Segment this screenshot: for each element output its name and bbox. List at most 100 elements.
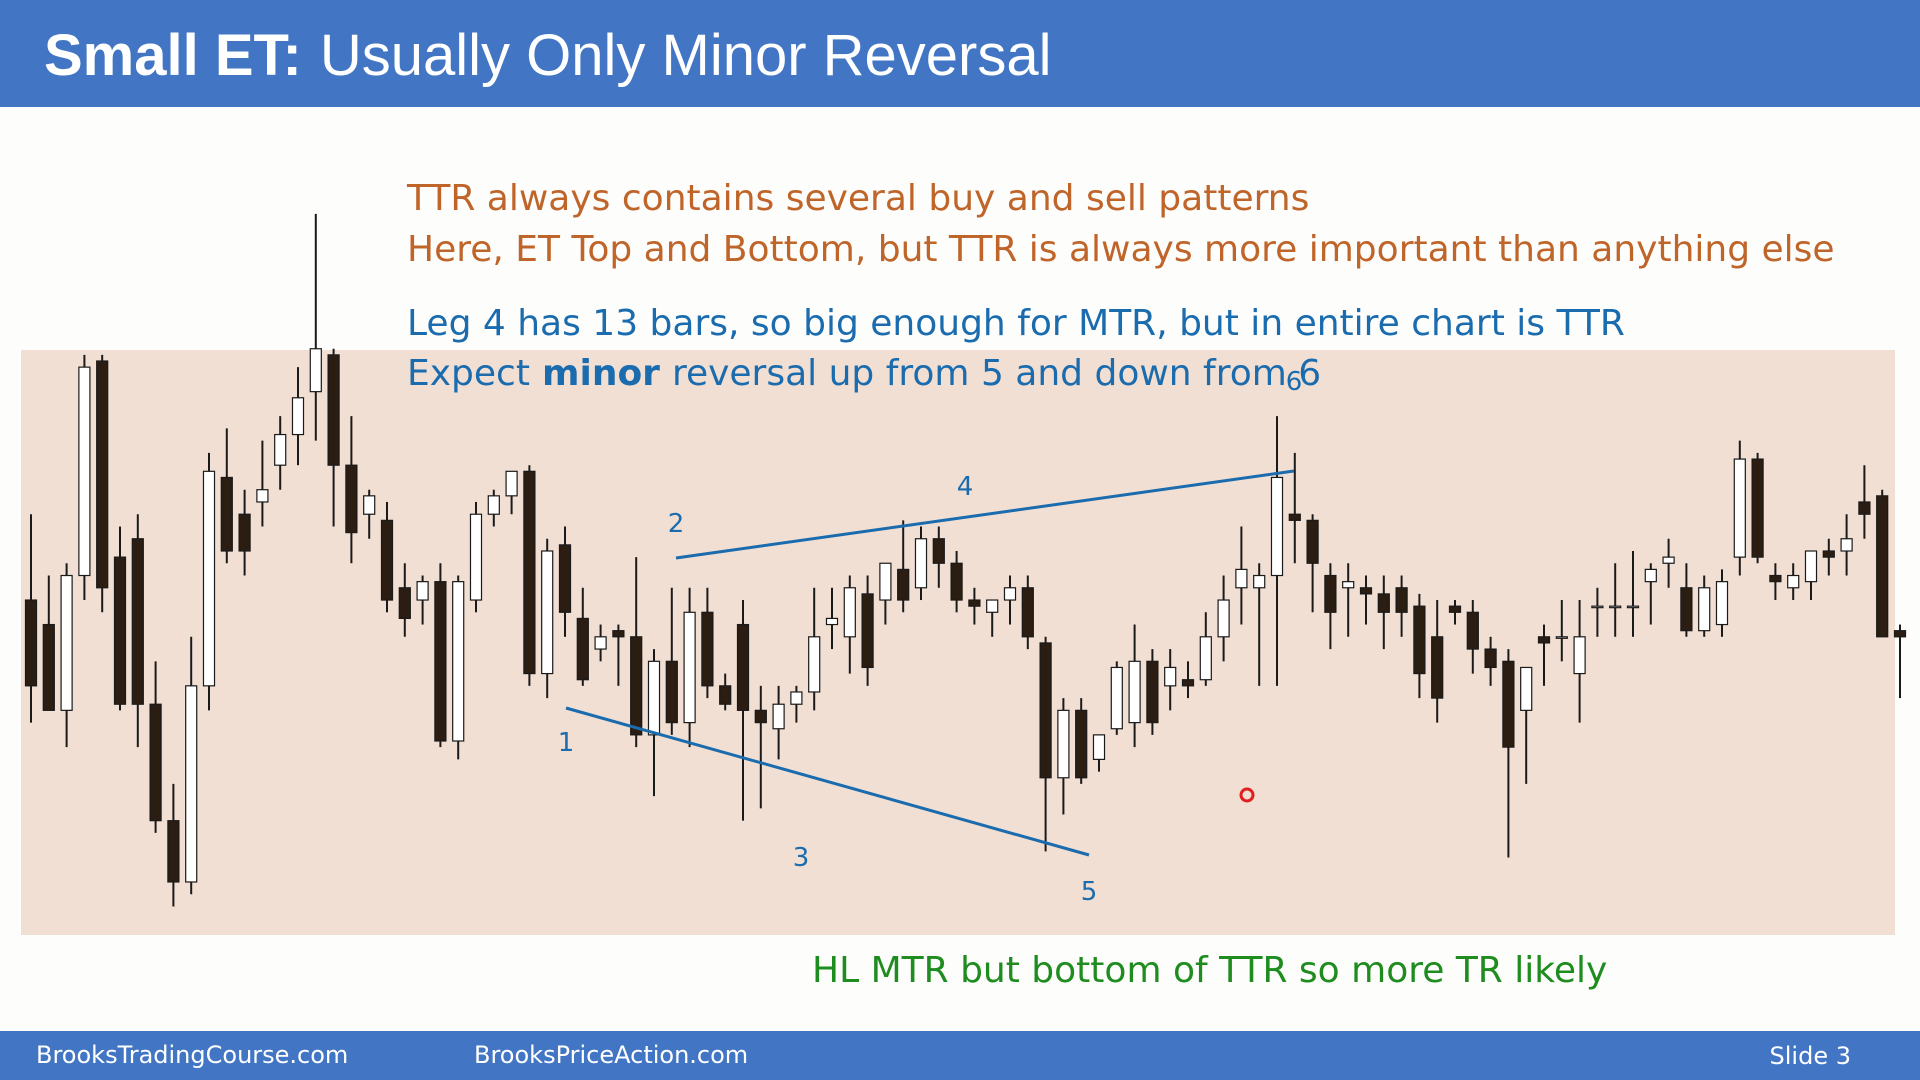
- candle-body: [1680, 587, 1693, 632]
- candle-body: [1662, 556, 1675, 564]
- candle-body: [541, 550, 554, 675]
- footer-link: BrooksTradingCourse.com: [36, 1041, 348, 1069]
- candle-body: [1217, 599, 1230, 638]
- note: Expect minor reversal up from 5 and down f…: [407, 353, 1321, 394]
- candle-body: [1502, 660, 1515, 748]
- leg-label: 4: [957, 472, 974, 502]
- candle-body: [327, 354, 340, 466]
- candle-body: [1840, 538, 1853, 552]
- candle-body: [1324, 574, 1337, 613]
- candle-body: [754, 709, 767, 724]
- candle-body: [1520, 666, 1533, 711]
- candle-body: [113, 556, 127, 705]
- candle-body: [1751, 458, 1764, 558]
- candle-body: [363, 495, 376, 515]
- candle-body: [1146, 660, 1159, 724]
- note-bold: minor: [542, 353, 660, 394]
- candle-body: [185, 685, 198, 883]
- candle-body: [78, 366, 91, 577]
- candle-body: [1537, 636, 1551, 644]
- candle-body: [1413, 605, 1426, 675]
- cursor: [1239, 787, 1255, 803]
- leg-label: 6: [1286, 367, 1303, 397]
- candle-body: [1092, 734, 1106, 760]
- candle-body: [594, 636, 607, 650]
- candle-body: [1609, 605, 1622, 609]
- candle-body: [416, 581, 429, 601]
- candle-body: [1164, 666, 1177, 687]
- candle-body: [1733, 458, 1746, 558]
- candle-body: [60, 574, 73, 711]
- candle-body: [220, 476, 233, 552]
- candle-body: [1466, 611, 1479, 650]
- header-bar: [0, 0, 1920, 107]
- candle-body: [167, 820, 180, 883]
- candle-body: [772, 703, 785, 730]
- candle-body: [665, 660, 678, 724]
- candle-body: [950, 562, 963, 601]
- candle-body: [1644, 568, 1657, 583]
- candle-body: [523, 470, 536, 675]
- candle-body: [630, 636, 643, 736]
- candle-body: [1057, 709, 1070, 779]
- footer-link: BrooksPriceAction.com: [474, 1041, 748, 1069]
- candles: [24, 213, 1907, 907]
- candle-body: [1359, 587, 1373, 595]
- candle-body: [932, 538, 945, 564]
- candle-body: [202, 470, 216, 687]
- candle-body: [986, 599, 999, 613]
- candle-body: [256, 489, 269, 503]
- candle-body: [1377, 593, 1390, 613]
- candle-body: [1787, 574, 1800, 589]
- candle-body: [1431, 636, 1444, 699]
- candle-body: [291, 397, 305, 436]
- candle-body: [790, 691, 803, 705]
- candle-body: [1448, 605, 1462, 613]
- conclusion: HL MTR but bottom of TTR so more TR like…: [812, 950, 1607, 991]
- candle-body: [897, 568, 910, 601]
- candle-body: [238, 513, 251, 552]
- candle-body: [576, 617, 589, 681]
- candle-body: [1591, 605, 1604, 609]
- candle-body: [1555, 636, 1568, 639]
- candle-body: [309, 348, 322, 393]
- candle-body: [736, 623, 750, 711]
- leg-label: 3: [793, 843, 810, 873]
- candle-body: [1003, 587, 1017, 601]
- candle-body: [42, 623, 55, 711]
- candle-body: [1253, 574, 1266, 589]
- title-text: Usually Only Minor Reversal: [320, 23, 1052, 88]
- candle-body: [1235, 568, 1248, 589]
- candle-body: [434, 581, 447, 742]
- candle-body: [452, 581, 465, 742]
- candle-body: [1395, 587, 1408, 613]
- note: Here, ET Top and Bottom, but TTR is alwa…: [407, 229, 1835, 270]
- note: Leg 4 has 13 bars, so big enough for MTR…: [407, 303, 1625, 344]
- candle-body: [487, 495, 500, 515]
- candle-body: [1626, 605, 1640, 609]
- title-lead: Small ET:: [44, 23, 302, 88]
- candle-body: [647, 660, 661, 736]
- candle-body: [683, 611, 696, 724]
- leg-label: 2: [668, 509, 685, 539]
- candle-body: [1110, 666, 1123, 730]
- leg-label: 1: [558, 728, 575, 758]
- candle-body: [861, 593, 874, 669]
- candle-body: [380, 519, 394, 601]
- note-part: reversal up from 5 and down from 6: [672, 353, 1321, 394]
- candle-body: [808, 636, 821, 693]
- candle-body: [1876, 495, 1889, 638]
- footer-bar: [0, 1031, 1920, 1080]
- candle-body: [149, 703, 162, 822]
- candle-body: [612, 630, 625, 638]
- candle-body: [96, 360, 109, 589]
- candle-body: [1039, 642, 1052, 779]
- wedge-bottom-line: [565, 706, 1090, 857]
- candle-body: [1128, 660, 1141, 724]
- candle-body: [701, 611, 714, 687]
- candle-body: [1769, 574, 1782, 583]
- candle-body: [505, 470, 518, 497]
- candle-body: [1484, 648, 1497, 669]
- candle-body: [1306, 519, 1319, 564]
